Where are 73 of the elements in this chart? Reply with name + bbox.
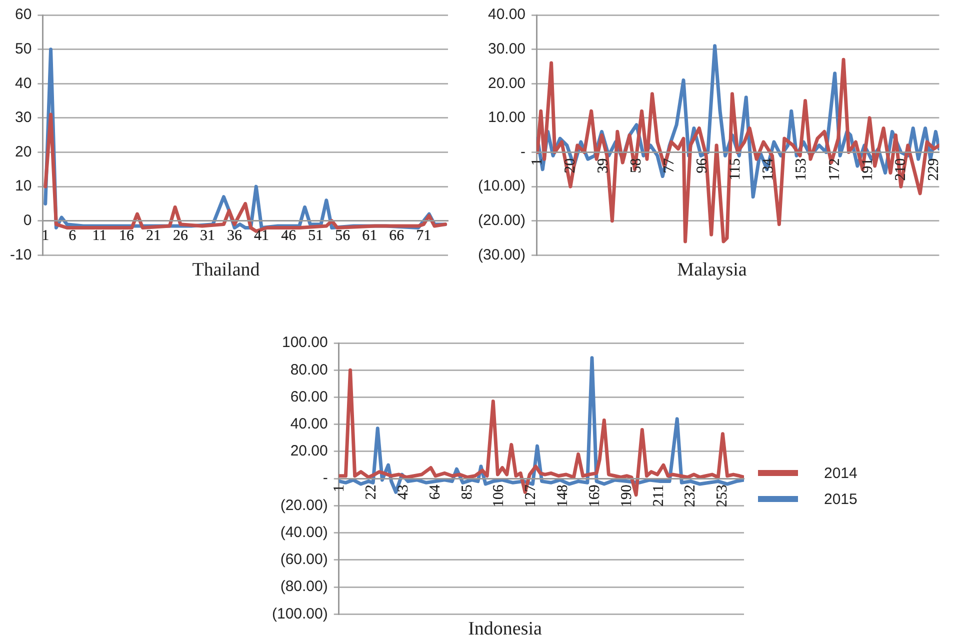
- x-tick-label: 26: [172, 228, 188, 244]
- x-tick-label: 51: [308, 228, 324, 244]
- x-tick-label: 77: [662, 158, 678, 174]
- legend-label: 2015: [824, 490, 858, 508]
- x-tick-label: 36: [227, 228, 243, 244]
- y-tick-label: -10: [10, 246, 32, 264]
- x-tick-label: 253: [714, 484, 731, 508]
- legend-label: 2014: [824, 464, 858, 482]
- y-tick-label: 80.00: [290, 361, 328, 378]
- y-tick-label: 20: [14, 143, 32, 160]
- y-tick-label: 50: [14, 40, 32, 58]
- x-tick-label: 61: [362, 228, 378, 244]
- x-tick-label: 56: [335, 228, 351, 244]
- y-tick-label: (10.00): [478, 178, 526, 195]
- x-axis-title: Thailand: [192, 260, 260, 281]
- y-tick-label: (30.00): [478, 246, 526, 264]
- x-tick-label: 46: [281, 228, 297, 244]
- x-tick-label: 41: [254, 228, 270, 244]
- y-tick-label: 30.00: [488, 40, 526, 58]
- x-tick-label: 1: [42, 228, 50, 244]
- x-tick-label: 66: [389, 228, 405, 244]
- x-tick-label: 31: [200, 228, 216, 244]
- x-tick-label: 58: [628, 158, 644, 174]
- y-tick-label: 60: [14, 6, 32, 24]
- x-tick-label: 64: [427, 484, 444, 500]
- y-tick-label: (60.00): [280, 551, 328, 568]
- x-tick-label: 1: [529, 158, 546, 166]
- y-tick-label: 40.00: [290, 416, 328, 432]
- x-tick-label: 153: [794, 158, 810, 181]
- x-tick-label: 6: [68, 228, 77, 244]
- y-tick-label: (20.00): [478, 212, 526, 230]
- x-tick-label: 22: [363, 484, 380, 500]
- x-axis-title: Indonesia: [468, 618, 542, 640]
- y-tick-label: 40.00: [488, 6, 526, 24]
- y-tick-label: 20.00: [290, 442, 328, 460]
- x-tick-label: 71: [416, 228, 432, 244]
- y-tick-label: 60.00: [290, 388, 328, 406]
- x-tick-label: 232: [682, 484, 699, 508]
- x-tick-label: 134: [760, 158, 777, 181]
- x-tick-label: 210: [892, 158, 909, 181]
- x-tick-label: 127: [523, 484, 540, 508]
- x-tick-label: 16: [118, 228, 134, 244]
- x-tick-label: 211: [650, 484, 667, 507]
- y-tick-label: -: [322, 470, 328, 487]
- x-tick-label: 229: [926, 158, 942, 181]
- y-tick-label: 20.00: [488, 74, 526, 92]
- y-tick-label: (80.00): [280, 578, 328, 596]
- y-tick-label: 40: [14, 74, 32, 92]
- x-tick-label: 115: [728, 158, 744, 180]
- y-tick-label: 0: [23, 212, 32, 230]
- x-tick-label: 96: [694, 158, 711, 174]
- y-tick-label: 100.00: [282, 334, 328, 352]
- x-tick-label: 21: [146, 228, 161, 244]
- x-tick-label: 85: [459, 484, 476, 500]
- x-tick-label: 39: [595, 158, 612, 174]
- x-tick-label: 1: [332, 484, 348, 492]
- y-tick-label: -: [520, 143, 526, 160]
- x-tick-label: 11: [92, 228, 107, 244]
- x-tick-label: 20: [562, 158, 578, 174]
- x-tick-label: 106: [491, 484, 508, 508]
- y-tick-label: 10: [14, 178, 32, 195]
- x-axis-title: Malaysia: [677, 260, 748, 281]
- x-tick-label: 172: [826, 158, 843, 181]
- x-tick-label: 169: [586, 484, 603, 508]
- x-tick-label: 43: [395, 484, 412, 500]
- y-tick-label: (40.00): [280, 524, 328, 541]
- y-tick-label: (100.00): [272, 605, 328, 622]
- x-tick-label: 190: [618, 484, 635, 508]
- x-tick-label: 148: [555, 484, 572, 508]
- x-tick-label: 191: [860, 158, 876, 181]
- y-tick-label: 30: [14, 109, 32, 126]
- y-tick-label: 10.00: [488, 109, 526, 126]
- y-tick-label: (20.00): [280, 496, 328, 514]
